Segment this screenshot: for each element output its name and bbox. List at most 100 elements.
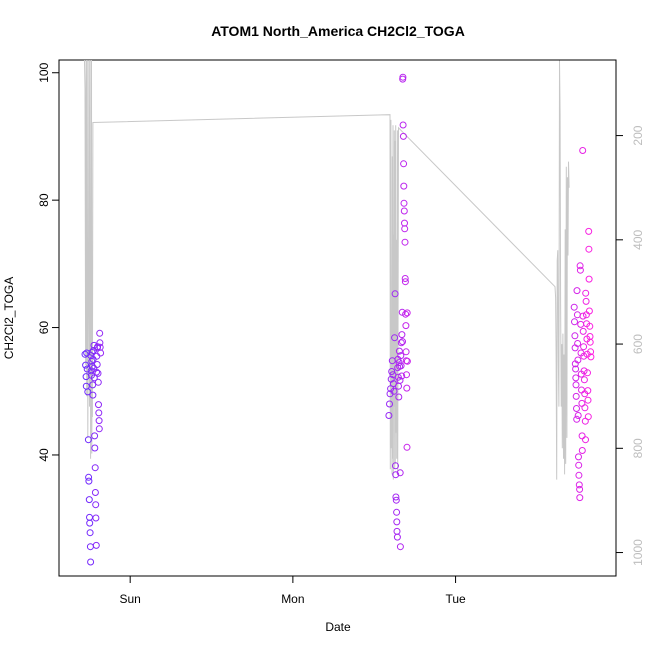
data-point	[571, 332, 579, 340]
data-point	[585, 245, 593, 253]
data-point	[400, 199, 408, 207]
data-point	[84, 388, 92, 396]
data-point	[403, 357, 411, 365]
data-point	[95, 409, 103, 417]
y-axis: 40 60 80 100	[37, 62, 59, 462]
data-point	[579, 327, 587, 335]
data-point	[575, 481, 583, 489]
data-point	[578, 386, 585, 394]
points-layer	[81, 73, 595, 566]
data-point	[576, 266, 584, 274]
data-point	[392, 471, 400, 479]
data-point	[580, 343, 588, 351]
data-point	[91, 464, 99, 472]
data-point	[403, 371, 410, 379]
data-point	[402, 322, 410, 330]
data-point	[86, 543, 94, 551]
data-point	[582, 289, 590, 297]
data-point	[572, 365, 580, 373]
chart-title: ATOM1 North_America CH2Cl2_TOGA	[211, 23, 465, 39]
data-point	[585, 307, 593, 315]
data-point	[586, 322, 594, 330]
data-point	[86, 513, 93, 521]
altitude-line	[83, 60, 570, 480]
data-point	[401, 275, 409, 282]
data-point	[400, 160, 408, 168]
data-point	[573, 311, 581, 319]
data-point	[580, 376, 588, 384]
data-point	[574, 356, 582, 364]
y-tick-label: 80	[37, 193, 51, 207]
data-point	[87, 558, 95, 566]
data-point	[571, 318, 578, 326]
data-point	[93, 361, 101, 368]
data-point	[397, 352, 405, 360]
data-point	[399, 73, 407, 81]
data-point	[574, 412, 582, 419]
data-point	[578, 447, 586, 454]
data-point	[89, 381, 97, 389]
data-point	[575, 453, 582, 461]
data-point	[90, 374, 98, 382]
data-point	[398, 331, 406, 339]
data-point	[395, 393, 403, 401]
data-point	[400, 182, 408, 190]
y2-tick-label: 200	[631, 125, 645, 145]
data-point	[94, 343, 102, 351]
y-tick-label: 60	[37, 321, 51, 335]
data-point	[586, 338, 594, 346]
data-point	[399, 338, 406, 346]
data-point	[394, 364, 402, 372]
data-point	[572, 381, 580, 389]
data-point	[578, 399, 586, 407]
data-point	[577, 320, 585, 328]
data-point	[84, 436, 92, 444]
data-point	[582, 297, 590, 305]
data-point	[582, 436, 589, 444]
data-point	[95, 417, 103, 425]
data-point	[585, 275, 593, 283]
data-point	[401, 219, 408, 227]
data-point	[403, 384, 411, 392]
data-point	[385, 412, 393, 419]
x-tick-label: Sun	[119, 592, 140, 606]
data-point	[584, 387, 592, 395]
plot-box	[58, 59, 617, 577]
data-point	[572, 374, 580, 382]
data-point	[92, 501, 100, 509]
data-point	[576, 262, 584, 270]
data-point	[393, 518, 401, 526]
data-point	[396, 543, 404, 551]
data-point	[573, 415, 581, 423]
data-point	[579, 147, 587, 154]
data-point	[94, 369, 102, 377]
data-point	[397, 339, 405, 347]
data-point	[401, 225, 409, 233]
data-point	[402, 348, 410, 356]
data-point	[398, 308, 406, 316]
data-point	[94, 378, 102, 386]
data-point	[402, 310, 410, 318]
data-point	[573, 405, 580, 412]
y2-tick-label: 600	[631, 334, 645, 354]
x-axis: Sun Mon Tue	[119, 576, 466, 606]
data-point	[95, 425, 103, 433]
data-point	[91, 489, 99, 496]
data-point	[393, 527, 401, 535]
data-point	[91, 444, 99, 452]
x-tick-label: Mon	[281, 592, 304, 606]
data-point	[392, 496, 400, 504]
data-point	[575, 471, 583, 479]
data-point	[86, 519, 94, 527]
data-point	[89, 391, 97, 399]
data-point	[391, 290, 399, 298]
data-point	[393, 508, 401, 516]
data-point	[392, 493, 400, 501]
y2-axis: 200 400 600 800 1000	[616, 125, 645, 566]
data-point	[88, 348, 96, 356]
data-point	[585, 227, 593, 235]
data-point	[572, 392, 580, 400]
data-point	[85, 496, 93, 504]
y-tick-label: 100	[37, 62, 51, 82]
data-point	[400, 207, 408, 215]
